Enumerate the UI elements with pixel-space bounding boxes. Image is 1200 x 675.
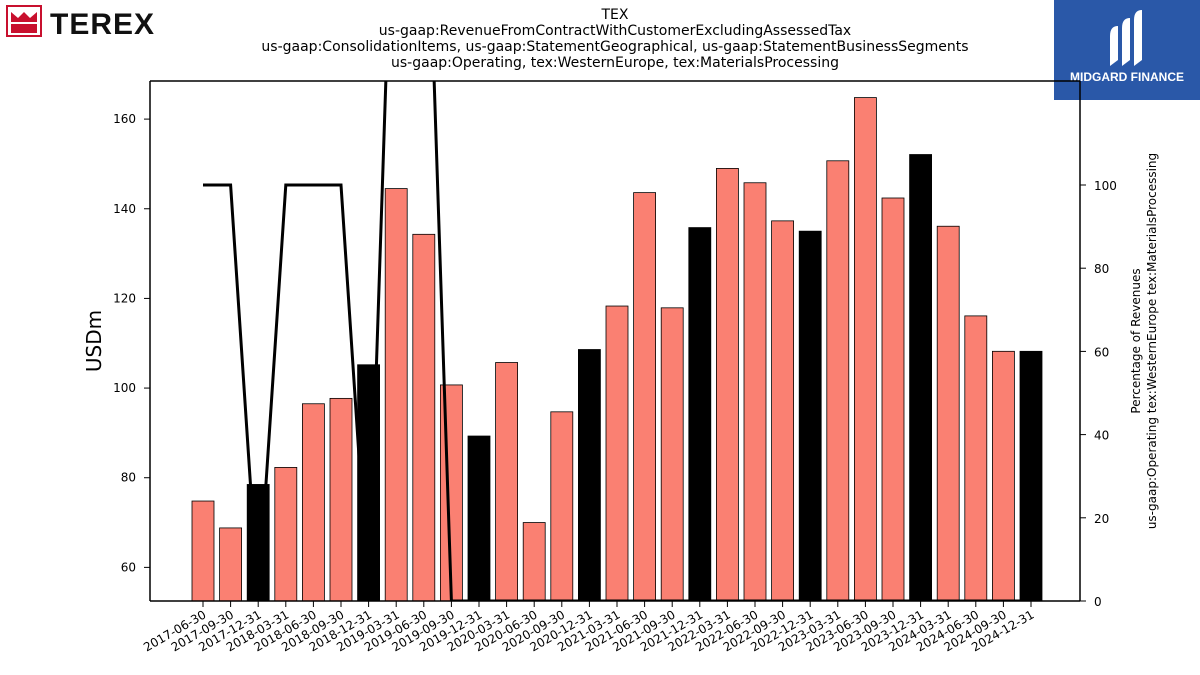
y-tick-label-80: 80 [121, 471, 136, 485]
bar-2020-06-30 [522, 522, 546, 601]
bar-2021-12-31 [688, 227, 712, 601]
bar-series [191, 97, 1043, 601]
y2-tick-label-40: 40 [1094, 429, 1109, 443]
bar-2024-09-30 [992, 350, 1015, 601]
bar-2019-12-31 [467, 435, 491, 601]
y-tick-label-160: 160 [113, 112, 136, 126]
bar-2020-03-31 [495, 362, 519, 601]
percentage-line-series [203, 81, 1031, 601]
bar-2018-03-31 [274, 467, 298, 601]
midgard-logo-text: MIDGARD FINANCE [1070, 70, 1184, 84]
bar-2023-09-30 [881, 197, 905, 601]
midgard-logo-graphic: MIDGARD FINANCE [1070, 10, 1184, 84]
y2-tick-label-20: 20 [1094, 512, 1109, 526]
bar-2018-06-30 [301, 403, 325, 601]
bar-2021-06-30 [633, 192, 656, 601]
bar-2023-12-31 [909, 154, 932, 601]
y-tick-label-140: 140 [113, 202, 136, 216]
y-axis-label: USDm [82, 310, 106, 372]
bar-2018-09-30 [329, 397, 353, 601]
bar-2022-09-30 [771, 220, 794, 601]
bar-2024-06-30 [964, 315, 988, 601]
bar-2023-03-31 [826, 160, 850, 601]
bar-2021-09-30 [660, 307, 684, 601]
terex-logo: TEREX [6, 4, 206, 41]
y-tick-label-120: 120 [113, 291, 136, 305]
midgard-finance-logo: MIDGARD FINANCE [1054, 0, 1200, 100]
bar-2022-03-31 [716, 168, 739, 601]
bar-2019-03-31 [384, 188, 408, 601]
bar-2021-03-31 [605, 305, 629, 601]
y2-tick-label-60: 60 [1094, 345, 1109, 359]
bar-2017-06-30 [191, 500, 215, 601]
y2-tick-label-100: 100 [1094, 179, 1117, 193]
y2-tick-label-80: 80 [1094, 262, 1109, 276]
terex-logo-text: TEREX [50, 8, 155, 40]
percentage-line [203, 81, 1031, 601]
y2-axis-label-line-2: us-gaap:Operating tex:WesternEurope tex:… [1145, 153, 1159, 529]
y-tick-label-100: 100 [113, 381, 136, 395]
y2-tick-label-0: 0 [1094, 595, 1102, 609]
chart-title-axes: us-gaap:ConsolidationItems, us-gaap:Stat… [261, 39, 969, 55]
bar-2017-09-30 [219, 527, 243, 601]
bar-2020-09-30 [550, 411, 574, 601]
bar-2022-06-30 [743, 182, 767, 601]
bar-2019-06-30 [412, 233, 436, 601]
chart-title-concept: us-gaap:RevenueFromContractWithCustomerE… [378, 23, 852, 39]
chart-title-members: us-gaap:Operating, tex:WesternEurope, te… [391, 55, 839, 71]
terex-logo-graphic: TEREX [6, 5, 155, 41]
bar-2020-12-31 [578, 349, 601, 601]
bar-2024-12-31 [1019, 350, 1043, 601]
chart-title-ticker: TEX [601, 7, 629, 23]
bar-2024-03-31 [936, 225, 960, 601]
bar-2023-06-30 [854, 97, 877, 601]
y-tick-label-60: 60 [121, 560, 136, 574]
bar-2022-12-31 [798, 230, 822, 601]
y2-axis-label-line-1: Percentage of Revenues [1129, 268, 1143, 413]
